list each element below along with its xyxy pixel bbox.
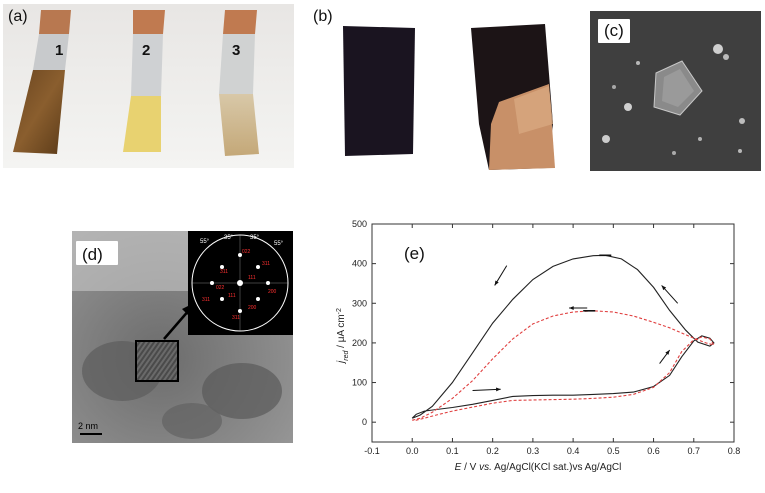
y-tick-label: 500 xyxy=(352,219,367,229)
fft-index-2: 311 xyxy=(262,261,270,267)
fft-angle-2: 35° xyxy=(224,235,234,241)
strip-1-label: 1 xyxy=(55,42,64,59)
fft-index-5: 311 xyxy=(220,269,228,275)
panel-e-label: (e) xyxy=(396,241,433,267)
x-tick-label: -0.1 xyxy=(364,446,380,456)
panel-d-tem-image: 55° 35° 35° 55° 022 311 111 200 311 022 … xyxy=(72,231,293,443)
panel-a-photo: (a) 1 2 3 xyxy=(3,4,294,168)
panel-b-illustration xyxy=(309,4,585,174)
fft-index-6: 022 xyxy=(216,285,225,291)
y-tick-label: 400 xyxy=(352,259,367,269)
panel-c-sem-image: (c) xyxy=(590,11,761,171)
x-tick-label: 0.2 xyxy=(486,446,499,456)
y-tick-label: 0 xyxy=(362,417,367,427)
panel-b-label: (b) xyxy=(313,8,333,25)
y-tick-label: 100 xyxy=(352,378,367,388)
x-tick-label: 0.1 xyxy=(446,446,459,456)
y-axis-label: jred / μA cm-2 xyxy=(336,308,350,365)
cv-chart-svg: -0.1 0.0 0.1 0.2 0.3 0.4 0.5 0.6 0.7 0.8 0 100 200 30… xyxy=(336,219,741,473)
panel-c-label: (c) xyxy=(598,19,630,43)
panel-e-chart: -0.1 0.0 0.1 0.2 0.3 0.4 0.5 0.6 0.7 0.8 0 100 200 30… xyxy=(320,212,760,493)
fft-index-8: 311 xyxy=(202,297,210,303)
fft-index-3: 111 xyxy=(248,275,256,281)
panel-a-label: (a) xyxy=(8,8,28,25)
strip-2-label: 2 xyxy=(142,42,151,59)
fft-angle-1: 55° xyxy=(200,239,210,245)
y-tick-label: 200 xyxy=(352,338,367,348)
x-tick-label: 0.5 xyxy=(607,446,620,456)
scale-bar-label: 2 nm xyxy=(78,421,99,431)
scan-arrow-forward-up-head xyxy=(665,350,670,355)
series-line-2 xyxy=(412,310,716,421)
y-tick-label: 300 xyxy=(352,298,367,308)
scan-arrow-reverse-dashed-head xyxy=(569,306,574,310)
x-tick-label: 0.7 xyxy=(688,446,701,456)
strip-3-label: 3 xyxy=(232,42,241,59)
panel-b-photo: (b) xyxy=(309,4,585,174)
x-tick-label: 0.6 xyxy=(647,446,660,456)
scan-arrow-reverse-top-head xyxy=(661,285,667,291)
fft-angle-3: 35° xyxy=(250,235,260,241)
scan-arrow-forward-low-head xyxy=(496,387,501,392)
x-tick-label: 0.0 xyxy=(406,446,419,456)
x-tick-label: 0.4 xyxy=(567,446,580,456)
x-axis-label: E / V vs. Ag/AgCl(KCl sat.)vs Ag/AgCl xyxy=(455,462,622,473)
x-tick-label: 0.3 xyxy=(527,446,540,456)
fft-index-4: 200 xyxy=(268,289,277,295)
scan-arrow-reverse-down-head xyxy=(494,280,499,286)
panel-d-label: (d) xyxy=(76,241,118,265)
x-tick-label: 0.8 xyxy=(728,446,741,456)
fft-index-1: 022 xyxy=(242,249,251,255)
fft-index-10: 311 xyxy=(232,315,240,321)
plot-frame xyxy=(371,223,735,443)
fft-angle-4: 55° xyxy=(274,241,284,247)
panel-a-illustration xyxy=(3,4,294,168)
fft-index-7: 111 xyxy=(228,293,236,299)
series-line-1 xyxy=(411,254,715,419)
fft-index-9: 200 xyxy=(248,305,257,311)
scan-arrow-forward-low xyxy=(472,388,501,391)
